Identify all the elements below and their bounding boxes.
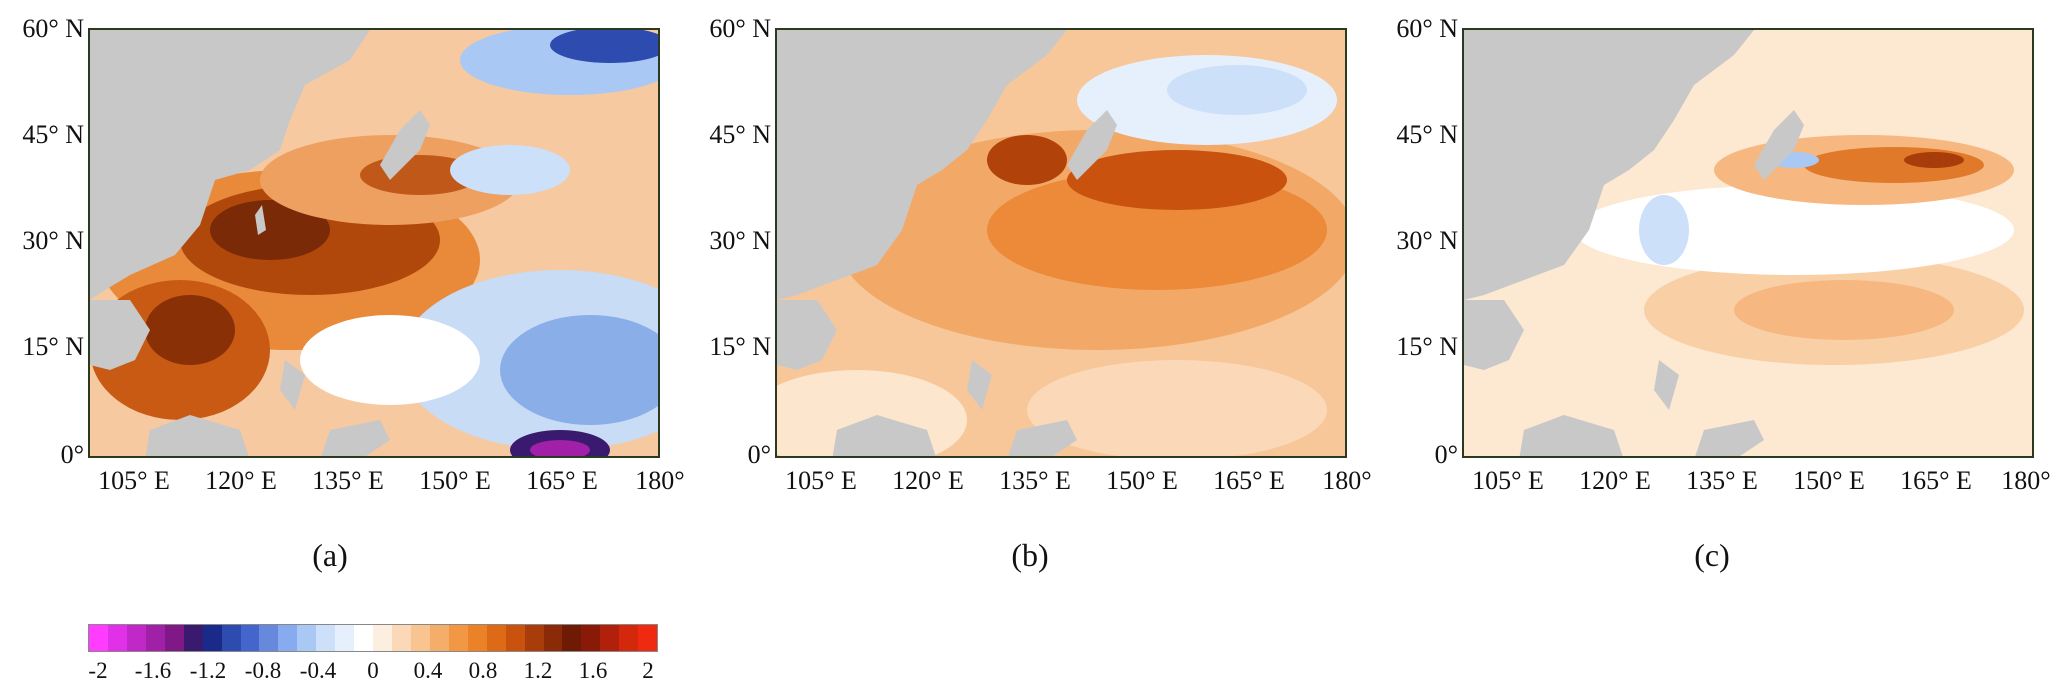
- map-panel-c: [1462, 28, 2034, 458]
- lon-tick-c-180: 180°: [2001, 466, 2051, 495]
- map-panel-a: [88, 28, 660, 458]
- lon-tick-b-135: 135° E: [999, 466, 1071, 495]
- map-c: [1462, 28, 2034, 458]
- lat-tick-a-30: 30° N: [22, 226, 84, 255]
- colorbar-swatch: [354, 625, 374, 651]
- map-b: [775, 28, 1347, 458]
- colorbar-label: 1.2: [523, 658, 553, 683]
- lon-tick-a-105: 105° E: [98, 466, 170, 495]
- lon-tick-b-165: 165° E: [1213, 466, 1285, 495]
- lon-tick-b-105: 105° E: [785, 466, 857, 495]
- lon-tick-a-135: 135° E: [312, 466, 384, 495]
- caption-c: (c): [1694, 537, 1730, 573]
- lat-tick-b-30: 30° N: [709, 226, 771, 255]
- lon-tick-c-105: 105° E: [1472, 466, 1544, 495]
- colorbar-label: 1.6: [578, 658, 608, 683]
- lon-tick-a-180: 180°: [635, 466, 685, 495]
- map-b-svg: [777, 30, 1345, 456]
- colorbar-swatch: [448, 625, 468, 651]
- lat-tick-c-0: 0°: [1434, 440, 1458, 469]
- lat-tick-b-45: 45° N: [709, 120, 771, 149]
- colorbar-swatch: [316, 625, 336, 651]
- lon-tick-c-135: 135° E: [1686, 466, 1758, 495]
- colorbar-swatch: [638, 625, 658, 651]
- lat-tick-c-45: 45° N: [1396, 120, 1458, 149]
- colorbar-label: -0.4: [299, 658, 337, 683]
- lon-tick-b-120: 120° E: [892, 466, 964, 495]
- lat-tick-b-0: 0°: [747, 440, 771, 469]
- colorbar-label: 0.4: [413, 658, 443, 683]
- colorbar-swatch: [505, 625, 525, 651]
- colorbar-swatch: [107, 625, 127, 651]
- colorbar: [88, 624, 658, 652]
- colorbar-label: -1.6: [134, 658, 172, 683]
- lat-tick-c-30: 30° N: [1396, 226, 1458, 255]
- colorbar-swatch: [297, 625, 317, 651]
- colorbar-swatch: [373, 625, 392, 651]
- lat-tick-c-15: 15° N: [1396, 332, 1458, 361]
- colorbar-swatch: [524, 625, 544, 651]
- map-a-svg: [90, 30, 658, 456]
- colorbar-swatch: [164, 625, 184, 651]
- colorbar-swatch: [429, 625, 449, 651]
- lat-tick-c-60: 60° N: [1396, 14, 1458, 43]
- lon-tick-a-120: 120° E: [205, 466, 277, 495]
- lat-tick-b-15: 15° N: [709, 332, 771, 361]
- colorbar-swatch: [202, 625, 222, 651]
- colorbar-label: 0: [367, 658, 379, 683]
- colorbar-swatch: [581, 625, 601, 651]
- colorbar-swatch: [562, 625, 582, 651]
- lon-tick-a-165: 165° E: [526, 466, 598, 495]
- colorbar-swatch: [278, 625, 298, 651]
- map-panel-b: [775, 28, 1347, 458]
- colorbar-swatch: [89, 625, 108, 651]
- lon-tick-a-150: 150° E: [419, 466, 491, 495]
- colorbar-swatch: [467, 625, 487, 651]
- lat-tick-b-60: 60° N: [709, 14, 771, 43]
- colorbar-swatch: [392, 625, 411, 651]
- colorbar-swatch: [486, 625, 506, 651]
- lat-tick-a-0: 0°: [60, 440, 84, 469]
- colorbar-swatch: [240, 625, 260, 651]
- lat-tick-a-45: 45° N: [22, 120, 84, 149]
- colorbar-swatch: [410, 625, 430, 651]
- lon-tick-b-150: 150° E: [1106, 466, 1178, 495]
- colorbar-label: -0.8: [244, 658, 282, 683]
- lon-tick-c-120: 120° E: [1579, 466, 1651, 495]
- map-a: [88, 28, 660, 458]
- lon-tick-c-165: 165° E: [1900, 466, 1972, 495]
- lon-tick-b-180: 180°: [1322, 466, 1372, 495]
- caption-b: (b): [1011, 537, 1049, 573]
- colorbar-label: 2: [642, 658, 654, 683]
- colorbar-swatch: [600, 625, 620, 651]
- colorbar-swatch: [335, 625, 355, 651]
- colorbar-swatch: [126, 625, 146, 651]
- caption-a: (a): [312, 537, 348, 573]
- colorbar-swatch: [221, 625, 241, 651]
- colorbar-label: -2: [88, 658, 108, 683]
- colorbar-label: 0.8: [468, 658, 498, 683]
- colorbar-swatch: [619, 625, 639, 651]
- colorbar-swatch: [543, 625, 563, 651]
- colorbar-label: -1.2: [189, 658, 227, 683]
- colorbar-swatch: [183, 625, 203, 651]
- map-c-svg: [1464, 30, 2032, 456]
- colorbar-swatch: [259, 625, 279, 651]
- lon-tick-c-150: 150° E: [1793, 466, 1865, 495]
- lat-tick-a-15: 15° N: [22, 332, 84, 361]
- colorbar-swatch: [145, 625, 165, 651]
- lat-tick-a-60: 60° N: [22, 14, 84, 43]
